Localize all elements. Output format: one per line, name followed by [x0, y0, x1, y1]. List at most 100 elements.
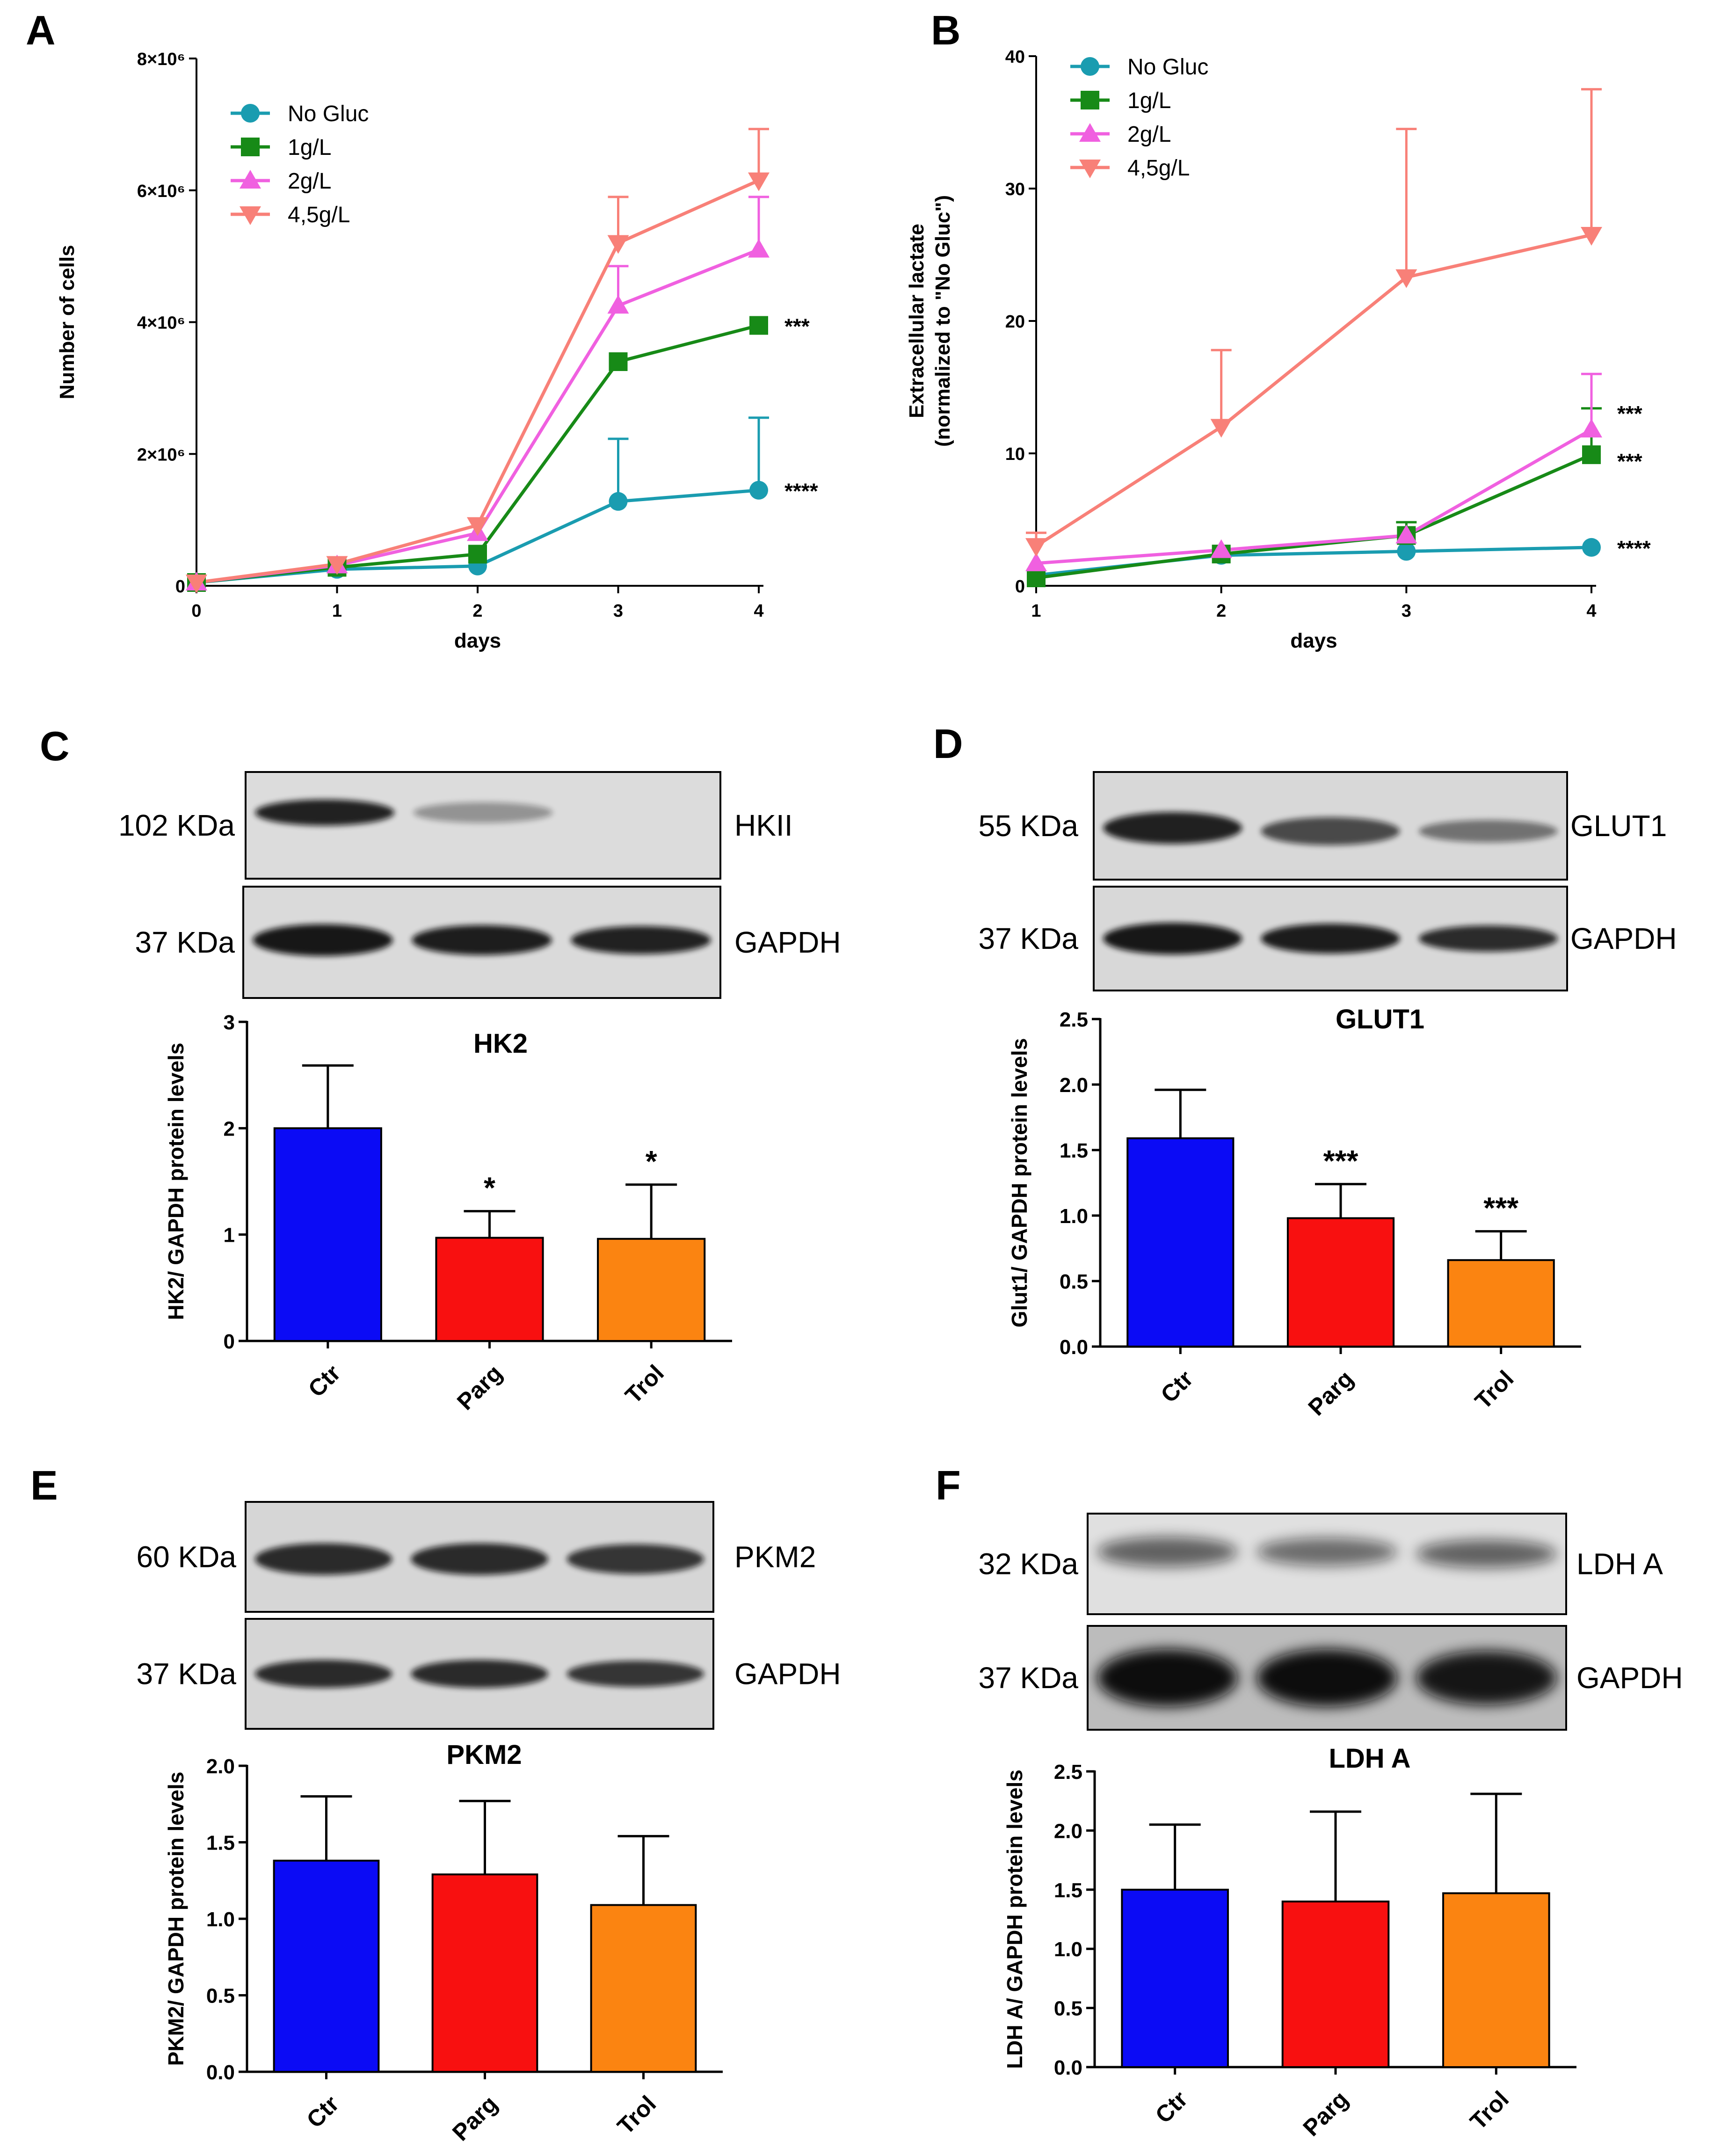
y-tick-label: 1.0	[1054, 1938, 1082, 1961]
y-tick-label: 2.5	[1054, 1761, 1082, 1784]
blot-band	[255, 1543, 392, 1575]
blot-band	[1256, 1649, 1397, 1707]
blot-band	[571, 926, 711, 954]
significance-marker: ***	[1483, 1191, 1518, 1225]
category-label: Parg	[452, 1360, 507, 1415]
blot-band	[412, 925, 552, 955]
panel-label-f: F	[936, 1462, 961, 1508]
data-point	[1025, 552, 1047, 571]
chart-title: HK2	[473, 1028, 528, 1059]
legend-label: 2g/L	[288, 169, 331, 194]
significance-marker: ****	[1617, 536, 1651, 561]
legend-label: 4,5g/L	[1127, 156, 1190, 181]
band-size-label: 37 KDa	[979, 1661, 1079, 1695]
blot-band	[411, 1543, 548, 1575]
y-tick-label: 6×10⁶	[137, 182, 185, 201]
series-line	[1036, 428, 1592, 565]
y-axis-label: Number of cells	[56, 245, 79, 399]
data-point	[1395, 524, 1417, 544]
y-axis-label: HK2/ GAPDH protein levels	[164, 1042, 188, 1320]
legend-label: No Gluc	[1127, 55, 1208, 80]
data-point	[749, 316, 768, 335]
data-point	[749, 481, 768, 500]
y-tick-label: 3	[224, 1011, 235, 1034]
bar	[1286, 1217, 1395, 1348]
bar	[1121, 1888, 1229, 2069]
protein-label: LDH A	[1576, 1547, 1663, 1581]
x-tick-label: 2	[472, 601, 482, 621]
protein-label: GAPDH	[1576, 1661, 1683, 1695]
bar	[273, 1859, 380, 2073]
data-point	[326, 556, 348, 575]
y-tick-label: 1.5	[1054, 1879, 1082, 1902]
legend-marker	[241, 104, 260, 123]
significance-marker: ***	[1323, 1144, 1358, 1178]
data-point	[467, 517, 488, 536]
blot-band	[1261, 817, 1400, 845]
significance-marker: ***	[784, 314, 810, 339]
bar	[1126, 1137, 1235, 1348]
panel-label-d: D	[933, 721, 963, 767]
y-tick-label: 2.5	[1060, 1008, 1088, 1031]
y-tick-label: 1.5	[1060, 1139, 1088, 1162]
legend-label: No Gluc	[288, 102, 369, 126]
y-tick-label: 0.5	[1060, 1270, 1088, 1293]
y-tick-label: 4×10⁶	[137, 313, 185, 333]
legend-marker	[1081, 57, 1099, 76]
legend-marker	[1079, 123, 1101, 142]
category-label: Trol	[1465, 2086, 1514, 2134]
blot-band	[253, 924, 393, 956]
blot-band	[413, 802, 553, 823]
y-axis-label: PKM2/ GAPDH protein levels	[164, 1772, 188, 2066]
lactate-chart: 0 10 20 30 40 1 2 3 4 days Extracellular lactate (n…	[905, 47, 1651, 652]
legend-label: 4,5g/L	[288, 203, 350, 227]
blot-band	[1256, 1537, 1397, 1566]
y-tick-label: 0	[224, 1330, 235, 1353]
category-label: Parg	[447, 2090, 502, 2146]
y-axis-label: LDH A/ GAPDH protein levels	[1002, 1770, 1027, 2069]
y-tick-label: 2.0	[206, 1755, 235, 1778]
series-line	[196, 324, 759, 584]
protein-label: HKII	[734, 808, 792, 842]
panel-label-a: A	[26, 7, 56, 53]
legend-marker	[1079, 160, 1101, 178]
bar	[597, 1238, 706, 1342]
y-tick-label: 0.5	[206, 1985, 235, 2008]
y-tick-label: 0.0	[1054, 2056, 1082, 2079]
legend-label: 1g/L	[288, 135, 331, 160]
y-tick-label: 2	[224, 1117, 235, 1140]
y-tick-label: 0	[1015, 577, 1025, 597]
y-tick-label: 0.0	[1060, 1336, 1088, 1359]
y-tick-label: 0	[175, 577, 185, 597]
blot-band	[566, 1544, 704, 1574]
data-point	[1582, 538, 1601, 557]
bar	[435, 1237, 544, 1342]
panel-label-c: C	[40, 723, 70, 769]
legend-label: 2g/L	[1127, 122, 1171, 147]
y-tick-label: 30	[1005, 180, 1025, 199]
pkm2-western-blot: 60 KDa 37 KDa PKM2 GAPDH	[137, 1501, 841, 1730]
y-axis-label-2: (normalized to "No Gluc")	[931, 195, 954, 447]
legend-marker	[1081, 91, 1099, 109]
category-label: Trol	[1470, 1365, 1518, 1414]
blot-band	[1097, 1537, 1238, 1567]
ldha-western-blot: 32 KDa 37 KDa LDH A GAPDH	[979, 1513, 1683, 1731]
category-label: Ctr	[1155, 1365, 1198, 1408]
band-size-label: 60 KDa	[137, 1540, 237, 1574]
data-point	[607, 235, 629, 254]
pkm2-bar-chart: 0.0 0.5 1.0 1.5 2.0 PKM2/ GAPDH protein level…	[164, 1740, 723, 2146]
y-axis-label: Glut1/ GAPDH protein levels	[1007, 1038, 1031, 1328]
series-line	[1035, 233, 1592, 548]
x-tick-label: 1	[1031, 601, 1041, 621]
panel-label-e: E	[30, 1462, 58, 1508]
data-point	[186, 574, 207, 593]
blot-band	[1097, 1649, 1238, 1707]
x-tick-label: 2	[1216, 601, 1226, 621]
category-label: Trol	[612, 2090, 661, 2139]
blot-band	[1418, 925, 1558, 952]
blot-band	[1418, 820, 1558, 843]
chart-title: LDH A	[1329, 1743, 1410, 1774]
category-label: Ctr	[1150, 2086, 1193, 2128]
data-point	[1582, 445, 1601, 464]
legend-label: 1g/L	[1127, 88, 1171, 113]
